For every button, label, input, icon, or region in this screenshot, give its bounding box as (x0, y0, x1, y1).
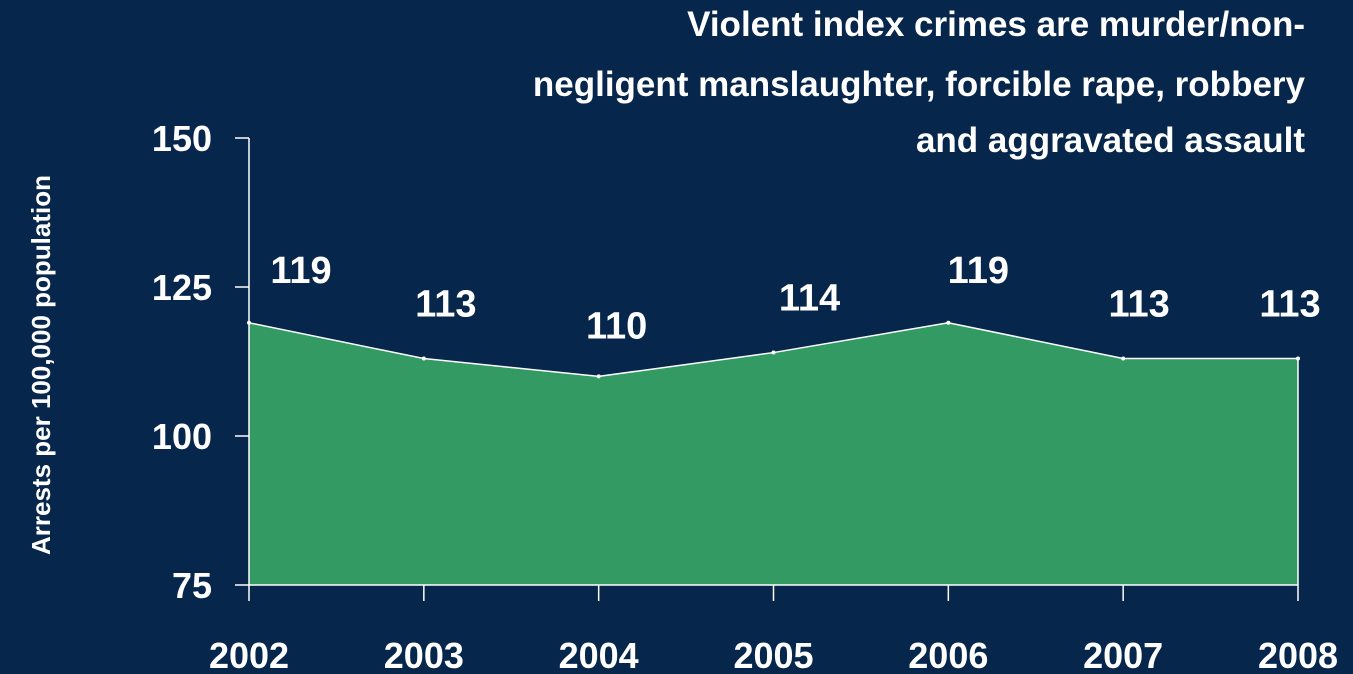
y-tick-label: 125 (152, 267, 212, 308)
y-tick-label: 75 (172, 565, 212, 606)
area-series (247, 320, 1300, 585)
data-point (771, 350, 776, 355)
y-tick-label: 150 (152, 118, 212, 159)
x-tick-label: 2005 (733, 635, 813, 674)
x-tick-label: 2007 (1083, 635, 1163, 674)
title-line-3: and aggravated assault (916, 121, 1305, 160)
area-outline (248, 321, 1299, 585)
data-label: 113 (415, 284, 476, 326)
data-label: 113 (1259, 284, 1320, 326)
chart-title: Violent index crimes are murder/non- neg… (533, 5, 1306, 160)
data-label: 110 (586, 305, 647, 347)
data-label: 113 (1109, 284, 1170, 326)
y-tick-label: 100 (152, 416, 212, 457)
data-point (596, 374, 601, 379)
title-line-2: negligent manslaughter, forcible rape, r… (533, 65, 1306, 104)
data-labels: 119 113 110 114 119 113 113 (270, 250, 1320, 348)
data-point (1296, 356, 1300, 361)
title-line-1: Violent index crimes are murder/non- (687, 5, 1305, 44)
data-point (946, 320, 951, 325)
x-tick-label: 2006 (908, 635, 988, 674)
x-tick-label: 2008 (1258, 635, 1338, 674)
data-point (1121, 356, 1126, 361)
axes: 75 100 125 150 2002 2003 2004 2005 2006 2007 2008 (152, 118, 1338, 674)
data-label: 114 (779, 278, 840, 320)
data-label: 119 (270, 250, 331, 292)
x-tick-label: 2003 (384, 635, 464, 674)
x-tick-label: 2004 (559, 635, 639, 674)
area-fill (249, 322, 1298, 585)
data-label: 119 (948, 250, 1009, 292)
x-tick-label: 2002 (209, 635, 289, 674)
y-axis-label: Arrests per 100,000 population (26, 175, 56, 555)
data-point (421, 356, 426, 361)
